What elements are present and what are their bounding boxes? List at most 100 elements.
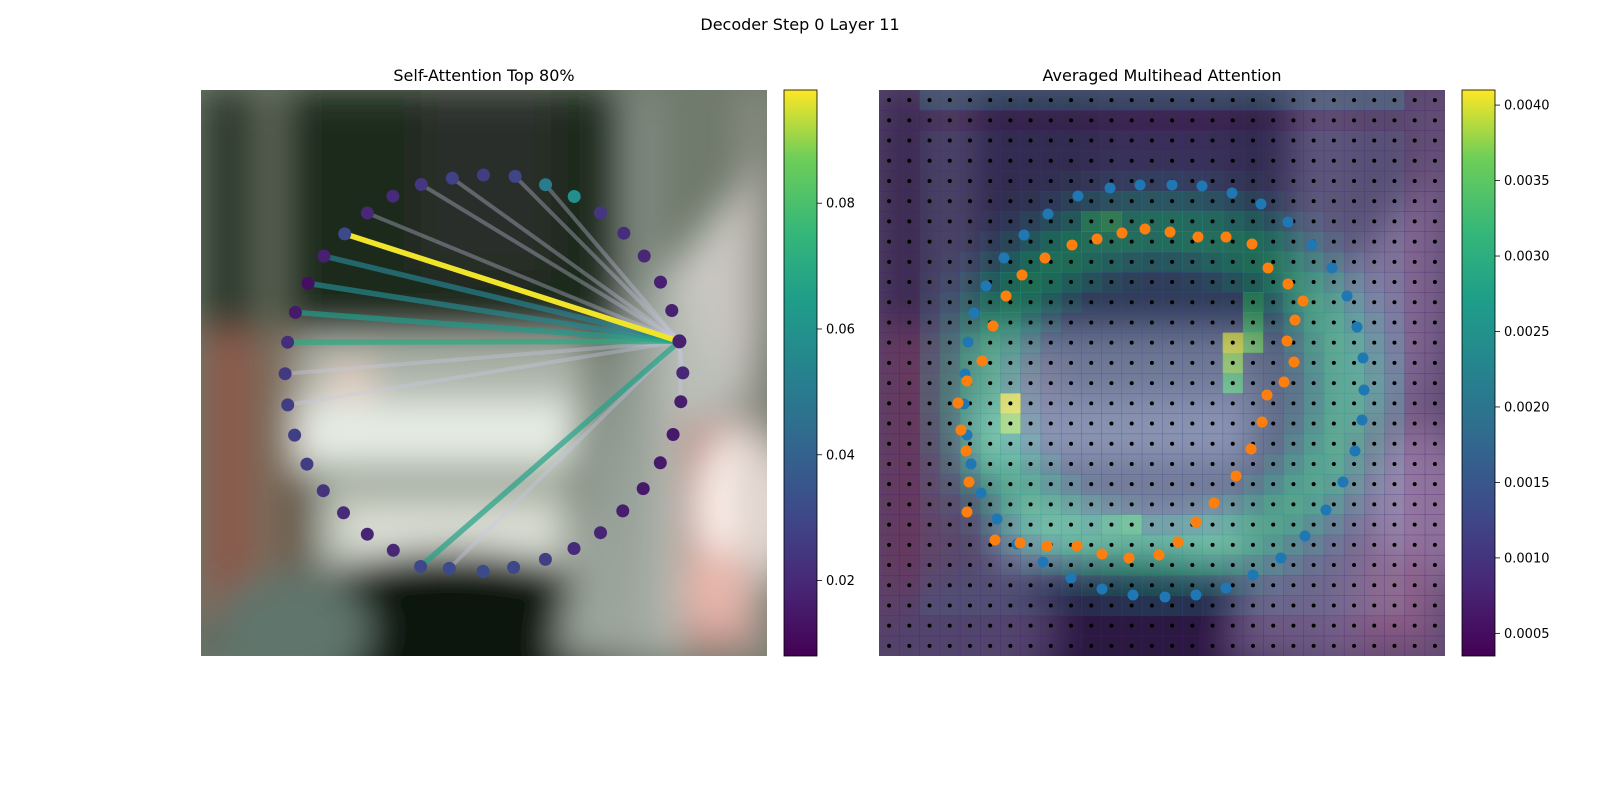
grid-point <box>927 623 932 628</box>
blue-point <box>1042 208 1054 220</box>
orange-point <box>963 476 975 488</box>
grid-point <box>967 320 972 325</box>
orange-point <box>1192 231 1204 243</box>
attention-node <box>567 190 581 203</box>
figure-title: Decoder Step 0 Layer 11 <box>700 15 899 34</box>
grid-point <box>1331 219 1336 224</box>
grid-point <box>1230 239 1235 244</box>
grid-point <box>927 360 932 365</box>
colorbar-tick-label: 0.0005 <box>1504 627 1550 642</box>
grid-point <box>1089 199 1094 204</box>
blue-point <box>998 252 1010 264</box>
grid-point <box>1432 522 1437 527</box>
grid-point <box>1250 522 1255 527</box>
grid-point <box>1129 118 1134 123</box>
grid-point <box>1149 138 1154 143</box>
grid-points <box>887 98 1437 648</box>
grid-point <box>1271 603 1276 608</box>
grid-point <box>1432 603 1437 608</box>
grid-point <box>887 239 892 244</box>
orange-point <box>1262 262 1274 274</box>
grid-point <box>887 421 892 426</box>
grid-point <box>1069 259 1074 264</box>
grid-point <box>1250 381 1255 386</box>
grid-point <box>1170 280 1175 285</box>
grid-point <box>1149 158 1154 163</box>
grid-point <box>1190 441 1195 446</box>
grid-point <box>1331 138 1336 143</box>
grid-point <box>1311 461 1316 466</box>
grid-point <box>1190 158 1195 163</box>
blue-point <box>1341 290 1353 302</box>
grid-point <box>1230 603 1235 608</box>
grid-point <box>1352 502 1357 507</box>
grid-point <box>1190 360 1195 365</box>
grid-point <box>887 381 892 386</box>
grid-point <box>1210 158 1215 163</box>
grid-point <box>1210 482 1215 487</box>
attention-edge <box>287 339 680 407</box>
grid-point <box>1392 158 1397 163</box>
grid-point <box>947 178 952 183</box>
grid-point <box>1432 199 1437 204</box>
grid-point <box>1412 401 1417 406</box>
grid-point <box>1372 401 1377 406</box>
grid-point <box>1432 280 1437 285</box>
grid-point <box>1089 623 1094 628</box>
grid-point <box>1170 482 1175 487</box>
grid-point <box>1008 421 1013 426</box>
grid-point <box>1250 502 1255 507</box>
grid-point <box>1069 178 1074 183</box>
grid-point <box>1149 563 1154 568</box>
grid-point <box>1048 178 1053 183</box>
grid-point <box>967 300 972 305</box>
grid-point <box>907 360 912 365</box>
grid-point <box>1230 502 1235 507</box>
grid-point <box>1311 643 1316 648</box>
grid-point <box>1311 502 1316 507</box>
grid-point <box>1291 643 1296 648</box>
orange-point <box>1164 226 1176 238</box>
grid-point <box>1352 441 1357 446</box>
attention-node <box>676 366 690 380</box>
blue-point <box>1037 556 1049 568</box>
grid-point <box>927 158 932 163</box>
orange-point <box>1014 537 1026 549</box>
grid-point <box>1210 381 1215 386</box>
grid-point <box>988 158 993 163</box>
grid-point <box>1432 643 1437 648</box>
grid-point <box>1089 583 1094 588</box>
grid-point <box>1412 360 1417 365</box>
grid-point <box>887 178 892 183</box>
grid-point <box>887 441 892 446</box>
colorbar-tick-label: 0.0030 <box>1504 250 1550 265</box>
grid-point <box>1331 623 1336 628</box>
grid-point <box>1271 583 1276 588</box>
grid-point <box>1109 340 1114 345</box>
orange-point <box>976 355 988 367</box>
grid-point <box>988 360 993 365</box>
grid-point <box>927 138 932 143</box>
grid-point <box>1230 401 1235 406</box>
grid-point <box>1109 643 1114 648</box>
grid-point <box>927 522 932 527</box>
grid-point <box>1210 522 1215 527</box>
grid-point <box>907 381 912 386</box>
grid-point <box>1230 138 1235 143</box>
attention-node <box>507 560 521 574</box>
grid-point <box>1028 118 1033 123</box>
grid-point <box>1412 280 1417 285</box>
grid-point <box>1028 401 1033 406</box>
grid-point <box>1109 563 1114 568</box>
grid-point <box>1210 259 1215 264</box>
grid-point <box>1008 603 1013 608</box>
colorbar-tick-label: 0.06 <box>826 322 855 337</box>
grid-point <box>1129 623 1134 628</box>
grid-point <box>1432 219 1437 224</box>
grid-point <box>1048 381 1053 386</box>
grid-point <box>1089 340 1094 345</box>
grid-point <box>1008 199 1013 204</box>
grid-point <box>1372 461 1377 466</box>
grid-point <box>907 118 912 123</box>
grid-point <box>1250 98 1255 103</box>
